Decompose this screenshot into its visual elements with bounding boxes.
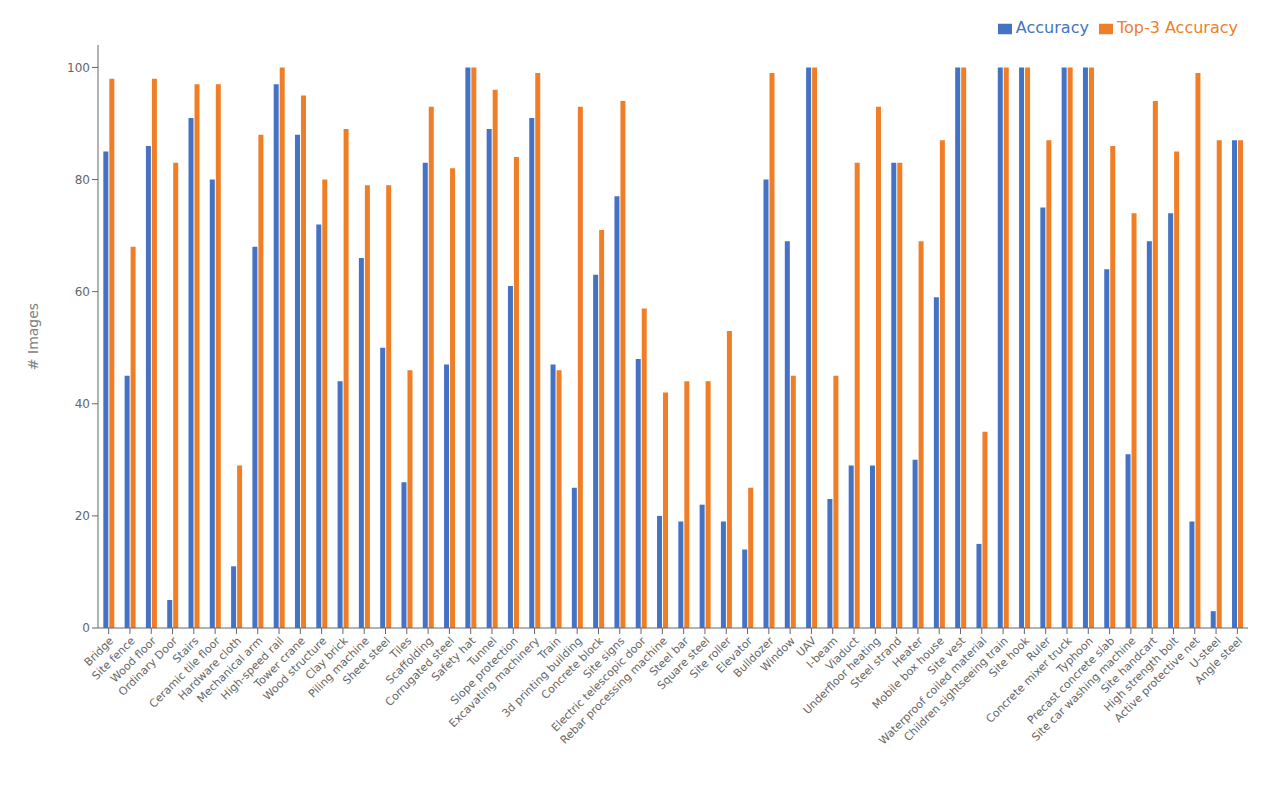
svg-text:20: 20	[75, 509, 90, 523]
svg-text:Site signs: Site signs	[580, 634, 628, 682]
svg-text:Tower crane: Tower crane	[251, 634, 308, 691]
svg-text:Heater: Heater	[889, 634, 926, 671]
svg-text:3d printing building: 3d printing building	[499, 634, 585, 720]
svg-text:Concrete block: Concrete block	[538, 634, 607, 702]
svg-text:Excavating machinery: Excavating machinery	[446, 634, 543, 731]
svg-text:UAV: UAV	[794, 634, 820, 660]
svg-text:Concrete mixer truck: Concrete mixer truck	[983, 634, 1075, 726]
svg-text:Precast concrete slab: Precast concrete slab	[1024, 634, 1118, 727]
svg-text:Safety hat: Safety hat	[429, 634, 479, 684]
svg-text:Tiles: Tiles	[387, 634, 415, 662]
svg-text:Children sightseeing train: Children sightseeing train	[901, 634, 1010, 743]
svg-text:Waterproof coiled material: Waterproof coiled material	[877, 634, 990, 747]
svg-text:High strength bolt: High strength bolt	[1101, 634, 1182, 715]
svg-text:Tunnel: Tunnel	[465, 634, 500, 669]
svg-text:Window: Window	[758, 634, 798, 674]
svg-text:Site roller: Site roller	[687, 634, 734, 682]
svg-text:Angle steel: Angle steel	[1192, 634, 1245, 687]
svg-text:Underfloor heating: Underfloor heating	[800, 634, 883, 717]
svg-text:Bridge: Bridge	[81, 634, 117, 669]
svg-text:Steel strand: Steel strand	[847, 634, 905, 691]
svg-text:Wood structure: Wood structure	[260, 634, 330, 704]
svg-text:Site fence: Site fence	[89, 634, 138, 683]
svg-text:Site car washing machine: Site car washing machine	[1029, 634, 1139, 744]
svg-text:Ordinary Door: Ordinary Door	[116, 634, 181, 699]
svg-text:Site vest: Site vest	[925, 634, 969, 678]
svg-text:Typhoon: Typhoon	[1054, 634, 1096, 677]
svg-text:High-speed rail: High-speed rail	[218, 634, 287, 703]
svg-text:Piling machine: Piling machine	[305, 634, 372, 701]
svg-text:Ceramic tile floor: Ceramic tile floor	[146, 634, 223, 711]
svg-text:Stairs: Stairs	[170, 634, 202, 666]
svg-text:Scaffolding: Scaffolding	[383, 634, 436, 687]
svg-text:Train: Train	[535, 634, 564, 663]
svg-text:Square steel: Square steel	[654, 634, 713, 693]
svg-text:40: 40	[75, 397, 90, 411]
svg-text:Site handcart: Site handcart	[1098, 634, 1160, 696]
svg-text:Electric telescopic door: Electric telescopic door	[549, 634, 649, 734]
svg-text:Wood floor: Wood floor	[107, 634, 159, 686]
svg-text:Hardware cloth: Hardware cloth	[175, 634, 245, 703]
svg-text:# Images: # Images	[25, 303, 41, 370]
svg-text:I-beam: I-beam	[804, 634, 841, 671]
svg-text:Bulldozer: Bulldozer	[730, 634, 777, 680]
svg-text:80: 80	[75, 173, 90, 187]
svg-text:Ruler: Ruler	[1024, 634, 1054, 664]
html-text:Accuracy: Accuracy	[1015, 18, 1089, 37]
svg-text:Slope protection: Slope protection	[447, 634, 521, 708]
svg-text:Elevator: Elevator	[713, 634, 756, 676]
svg-text:60: 60	[75, 285, 90, 299]
svg-text:Rebar processing machine: Rebar processing machine	[558, 634, 670, 746]
svg-text:0: 0	[82, 621, 90, 635]
svg-text:Sheet steel: Sheet steel	[340, 634, 394, 688]
svg-text:100: 100	[67, 61, 90, 75]
svg-text:Corrugated steel: Corrugated steel	[382, 634, 457, 709]
svg-text:Site hook: Site hook	[986, 634, 1032, 680]
svg-text:Mechanical arm: Mechanical arm	[194, 634, 266, 706]
html-text:Top-3 Accuracy: Top-3 Accuracy	[1116, 18, 1238, 37]
svg-text:Active protective net: Active protective net	[1112, 634, 1203, 725]
svg-text:Viaduct: Viaduct	[823, 634, 862, 673]
svg-text:Clay brick: Clay brick	[302, 634, 351, 683]
svg-text:U-steel: U-steel	[1187, 634, 1224, 671]
svg-text:Mobile box house: Mobile box house	[869, 634, 947, 712]
svg-text:Steel bar: Steel bar	[647, 634, 692, 679]
